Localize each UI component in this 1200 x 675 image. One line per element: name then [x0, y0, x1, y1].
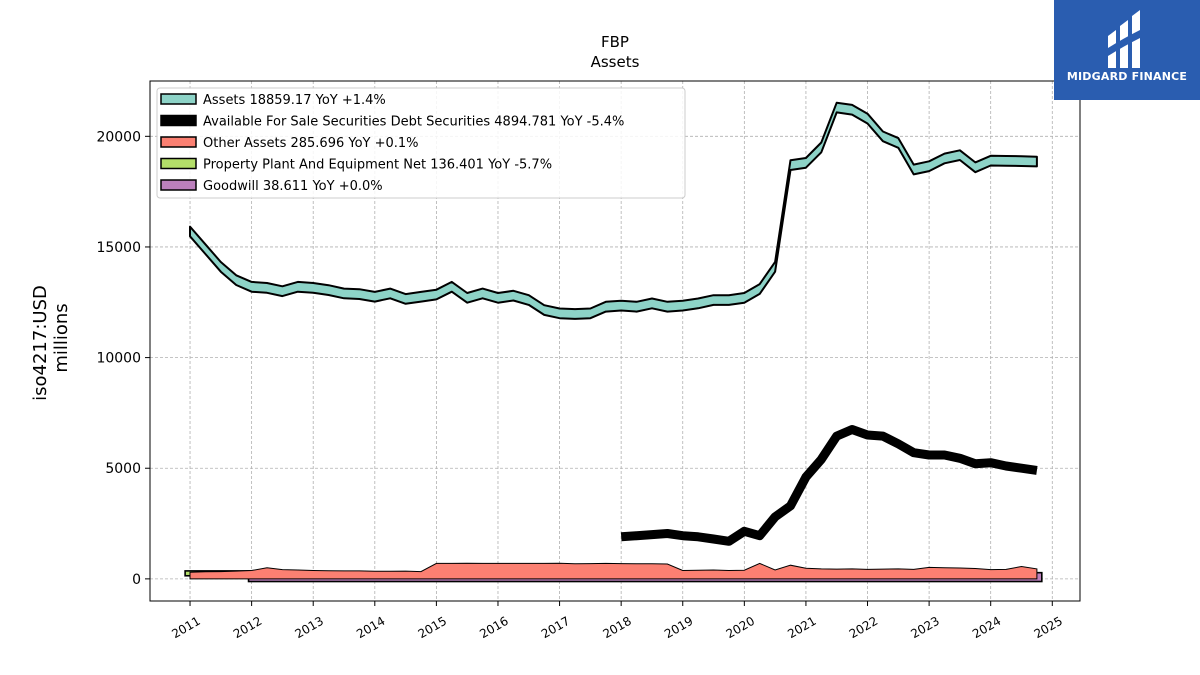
x-tick-label: 2014 — [354, 614, 387, 641]
legend-swatch — [160, 93, 197, 105]
x-tick-label: 2022 — [847, 614, 880, 641]
x-tick-label: 2016 — [477, 614, 510, 641]
y-tick-label: 0 — [132, 572, 141, 588]
legend-swatch — [160, 179, 197, 191]
x-tick-label: 2012 — [231, 614, 264, 641]
legend-label: Available For Sale Securities Debt Secur… — [203, 115, 624, 130]
y-tick-label: 15000 — [96, 240, 141, 256]
y-axis-label: iso4217:USD — [30, 285, 51, 401]
axes-frame — [149, 80, 1081, 602]
legend-swatch — [160, 157, 197, 170]
x-tick-label: 2015 — [416, 614, 449, 641]
y-tick-label: 5000 — [105, 461, 141, 477]
series-band-assets — [189, 101, 1038, 320]
x-axis-ticks: 2011 2012 2013 2014 2015 2016 2017 2018 2019 2020… — [169, 601, 1065, 641]
y-tick-label: 20000 — [96, 129, 141, 145]
x-tick-label: 2013 — [292, 614, 325, 641]
x-tick-label: 2011 — [169, 614, 202, 641]
legend-swatch — [160, 114, 197, 127]
brand-mark-icon — [1108, 10, 1140, 68]
brand-logo: MIDGARD FINANCE — [1054, 0, 1200, 100]
series-line-afs-securities — [620, 425, 1038, 546]
x-tick-label: 2023 — [908, 614, 941, 641]
legend-label: Other Assets 285.696 YoY +0.1% — [203, 136, 419, 151]
legend-frame — [156, 87, 686, 199]
legend-label: Property Plant And Equipment Net 136.401… — [203, 158, 552, 173]
legend-label: Goodwill 38.611 YoY +0.0% — [203, 179, 383, 194]
y-axis-sublabel: millions — [51, 303, 72, 372]
x-tick-label: 2020 — [724, 614, 757, 641]
x-tick-label: 2019 — [662, 614, 695, 641]
brand-name: MIDGARD FINANCE — [1066, 70, 1188, 83]
y-tick-label: 10000 — [96, 351, 141, 367]
x-tick-label: 2025 — [1032, 614, 1065, 641]
series-area-other-assets — [189, 562, 1038, 580]
legend-swatch — [160, 136, 197, 148]
y-axis-ticks: 0 5000 10000 15000 20000 — [96, 129, 150, 588]
legend: Assets 18859.17 YoY +1.4% Available For S… — [156, 87, 686, 199]
chart-title: FBP — [601, 33, 629, 51]
chart-subtitle: Assets — [591, 53, 640, 71]
plot-area — [184, 101, 1043, 583]
x-tick-label: 2018 — [600, 614, 633, 641]
legend-label: Assets 18859.17 YoY +1.4% — [203, 93, 386, 108]
x-tick-label: 2024 — [970, 614, 1003, 641]
x-tick-label: 2021 — [785, 614, 818, 641]
x-tick-label: 2017 — [539, 614, 572, 641]
